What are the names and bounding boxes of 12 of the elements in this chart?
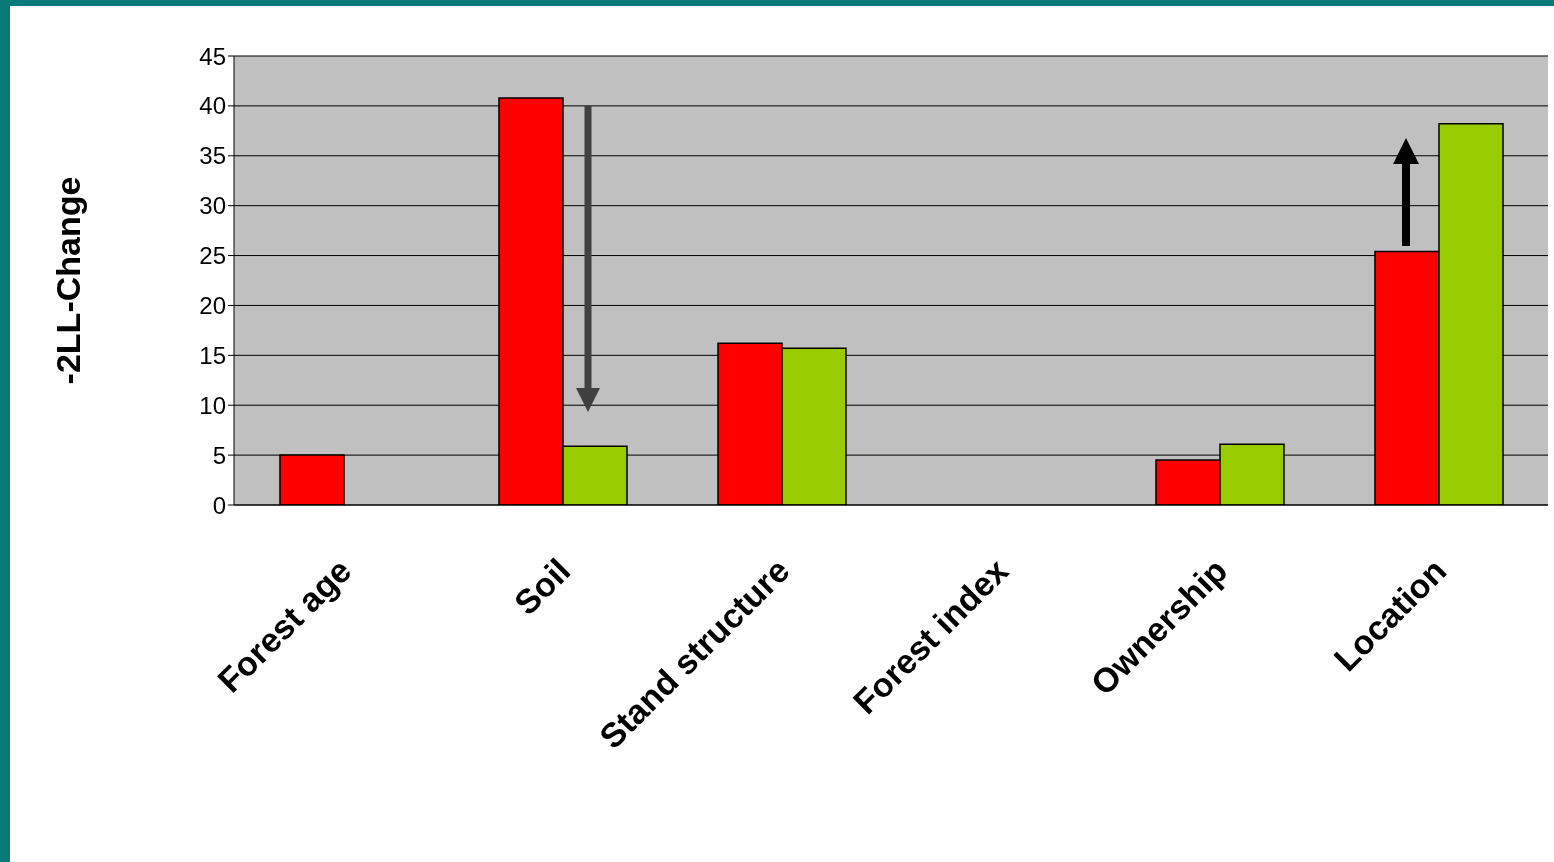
- y-tick-label: 25: [199, 242, 226, 270]
- y-tick-label: 45: [199, 42, 226, 70]
- y-tick-label: 5: [212, 441, 226, 469]
- y-tick-label: 20: [199, 291, 226, 319]
- y-axis-title: -2LL-Change: [49, 176, 88, 385]
- y-tick-label: 10: [199, 391, 226, 419]
- x-tick-label: Soil: [506, 551, 578, 623]
- y-tick-label: 30: [199, 192, 226, 220]
- y-tick-label: 15: [199, 341, 226, 369]
- y-tick-label: 35: [199, 142, 226, 170]
- y-tick-label: 0: [212, 491, 226, 519]
- y-tick-label: 40: [199, 92, 226, 120]
